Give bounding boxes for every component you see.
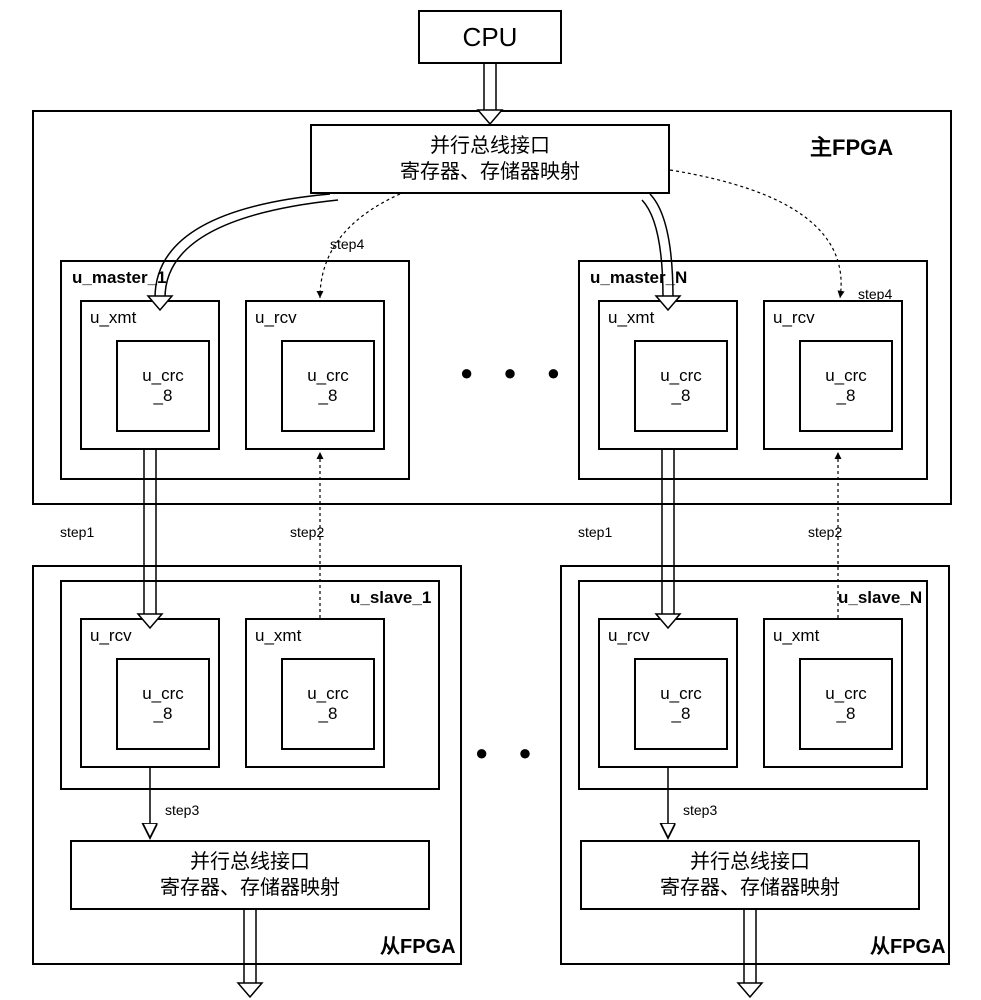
mn-xmt-crc: u_crc _8	[634, 340, 728, 432]
s1bus1: 并行总线接口	[190, 849, 310, 875]
slave-fpga-n-label: 从FPGA	[870, 930, 946, 959]
ellipsis-masters: ● ● ●	[460, 360, 572, 386]
crc15: u_crc	[825, 684, 867, 704]
crc13: u_crc	[660, 684, 702, 704]
snbus1: 并行总线接口	[690, 849, 810, 875]
bus-line1: 并行总线接口	[430, 133, 550, 159]
sn-xmt-label: u_xmt	[773, 626, 819, 646]
bus-line2: 寄存器、存储器映射	[400, 159, 580, 185]
step2-2: step2	[808, 524, 842, 540]
crc10: _8	[154, 704, 173, 724]
slave-fpga-1-label: 从FPGA	[380, 930, 456, 959]
crc3: u_crc	[307, 366, 349, 386]
snbus2: 寄存器、存储器映射	[660, 875, 840, 901]
s1bus2: 寄存器、存储器映射	[160, 875, 340, 901]
crc14: _8	[672, 704, 691, 724]
main-bus-interface: 并行总线接口 寄存器、存储器映射	[310, 124, 670, 194]
diagram-canvas: CPU 主FPGA 并行总线接口 寄存器、存储器映射 u_master_1 u_…	[0, 0, 981, 1000]
crc2: _8	[154, 386, 173, 406]
crc7: u_crc	[825, 366, 867, 386]
main-fpga-label: 主FPGA	[810, 130, 893, 162]
step3-1: step3	[165, 802, 199, 818]
step1-2: step1	[578, 524, 612, 540]
u-master-n-label: u_master_N	[590, 268, 687, 288]
crc9: u_crc	[142, 684, 184, 704]
cpu-label: CPU	[463, 22, 518, 53]
crc1: u_crc	[142, 366, 184, 386]
sn-rcv-label: u_rcv	[608, 626, 650, 646]
m1-xmt-crc: u_crc _8	[116, 340, 210, 432]
s1-xmt-crc: u_crc _8	[281, 658, 375, 750]
step4-2: step4	[858, 286, 892, 302]
s1-xmt-label: u_xmt	[255, 626, 301, 646]
cpu-box: CPU	[418, 10, 562, 64]
mn-xmt-label: u_xmt	[608, 308, 654, 328]
crc12: _8	[319, 704, 338, 724]
m1-xmt-label: u_xmt	[90, 308, 136, 328]
crc4: _8	[319, 386, 338, 406]
sn-xmt-crc: u_crc _8	[799, 658, 893, 750]
m1-rcv-label: u_rcv	[255, 308, 297, 328]
u-slave-n-label: u_slave_N	[838, 588, 922, 608]
step3-2: step3	[683, 802, 717, 818]
step4-1: step4	[330, 236, 364, 252]
crc6: _8	[672, 386, 691, 406]
crc5: u_crc	[660, 366, 702, 386]
crc16: _8	[837, 704, 856, 724]
crc8: _8	[837, 386, 856, 406]
s1-rcv-label: u_rcv	[90, 626, 132, 646]
m1-rcv-crc: u_crc _8	[281, 340, 375, 432]
mn-rcv-label: u_rcv	[773, 308, 815, 328]
sn-rcv-crc: u_crc _8	[634, 658, 728, 750]
crc11: u_crc	[307, 684, 349, 704]
u-master-1-label: u_master_1	[72, 268, 167, 288]
slave1-bus-interface: 并行总线接口 寄存器、存储器映射	[70, 840, 430, 910]
u-slave-1-label: u_slave_1	[350, 588, 431, 608]
step2-1: step2	[290, 524, 324, 540]
step1-1: step1	[60, 524, 94, 540]
slaven-bus-interface: 并行总线接口 寄存器、存储器映射	[580, 840, 920, 910]
mn-rcv-crc: u_crc _8	[799, 340, 893, 432]
s1-rcv-crc: u_crc _8	[116, 658, 210, 750]
